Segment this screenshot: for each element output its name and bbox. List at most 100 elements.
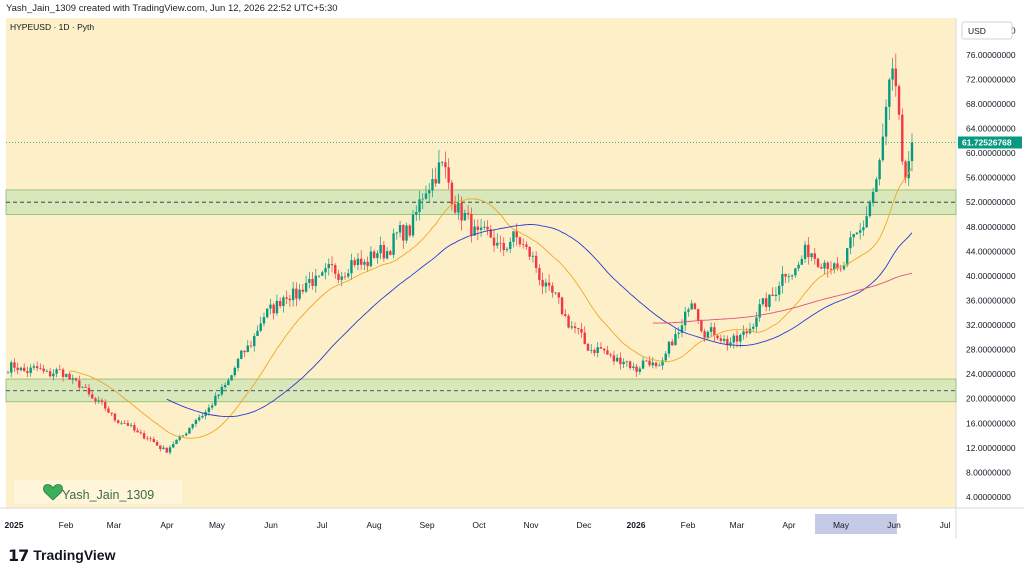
candle [460, 196, 463, 231]
candle-body [609, 354, 612, 356]
candle [113, 412, 117, 423]
price-chart[interactable]: 80.0000000076.0000000072.0000000068.0000… [0, 18, 1024, 538]
candle [502, 237, 505, 256]
candle [181, 435, 185, 438]
candle [321, 270, 324, 276]
candle [405, 222, 408, 244]
candle [42, 364, 45, 374]
candle [875, 176, 878, 193]
x-tick-label: Mar [107, 520, 122, 530]
candle [165, 447, 168, 454]
candle [787, 273, 791, 283]
candle-body [314, 275, 318, 286]
candle [162, 445, 165, 450]
candle-body [470, 214, 473, 236]
candle [314, 268, 318, 293]
x-tick-label: May [209, 520, 226, 530]
candle [58, 364, 62, 371]
candle [625, 360, 629, 367]
candle [457, 193, 460, 220]
candle-body [849, 237, 852, 249]
candle [816, 257, 820, 269]
support-resistance-zones [5, 189, 957, 403]
candle-body [719, 338, 723, 341]
candle [833, 261, 836, 274]
candle [901, 108, 904, 165]
candle [781, 266, 784, 294]
candle [61, 367, 65, 382]
candle [382, 241, 386, 262]
candle [39, 363, 42, 370]
candle-body [304, 282, 308, 292]
candle-body [476, 226, 480, 230]
candle-body [570, 326, 573, 328]
candle [389, 249, 392, 256]
candle [142, 430, 146, 440]
candle [197, 414, 201, 422]
candle [35, 361, 39, 372]
candle [790, 274, 794, 280]
candle [78, 375, 81, 391]
candle [709, 322, 713, 337]
candle [696, 308, 700, 324]
candle-body [722, 338, 726, 341]
candle [813, 247, 816, 265]
candle-body [321, 272, 324, 276]
footer-brand: 17 TradingView [8, 545, 115, 565]
candle [168, 444, 172, 455]
candle [586, 342, 590, 351]
candle-body [774, 294, 778, 296]
candle [376, 250, 379, 264]
candle [683, 306, 687, 332]
candle-body [671, 341, 674, 346]
candle-body [816, 258, 820, 268]
candle [81, 386, 84, 388]
candle-body [596, 347, 599, 354]
y-tick-label: 24.00000000 [966, 369, 1016, 379]
candle-body [635, 366, 638, 372]
candle-body [126, 423, 130, 426]
candle-body [185, 433, 188, 436]
candle-body [275, 300, 279, 314]
candle [716, 334, 719, 340]
candle-body [784, 273, 787, 277]
candle [13, 358, 16, 372]
candle [230, 374, 233, 381]
candle [794, 267, 797, 278]
x-tick-label: Jul [940, 520, 951, 530]
candle [139, 429, 143, 435]
candle-body [266, 308, 269, 318]
candle [285, 290, 288, 305]
candle [337, 269, 340, 284]
candle [606, 345, 609, 355]
candle [437, 149, 441, 184]
candle-body [311, 278, 314, 286]
currency-button[interactable] [961, 21, 1013, 40]
candle-body [405, 225, 408, 241]
candle-body [839, 268, 842, 270]
y-tick-label: 28.00000000 [966, 345, 1016, 355]
candle-body [395, 232, 399, 234]
candle-body [858, 230, 862, 233]
candle-body [547, 282, 551, 286]
candle [52, 369, 55, 381]
candle-body [172, 444, 175, 448]
candle-body [191, 424, 194, 428]
candle-body [71, 378, 75, 380]
y-tick-label: 52.00000000 [966, 197, 1016, 207]
candle [188, 427, 191, 434]
chart-area[interactable]: 80.0000000076.0000000072.0000000068.0000… [0, 18, 1024, 538]
candle [395, 231, 399, 240]
candle-body [366, 261, 369, 267]
candle [317, 275, 321, 278]
candle [505, 247, 509, 253]
candle [253, 333, 256, 352]
x-tick-label: 2025 [5, 520, 24, 530]
candle-body [188, 427, 191, 434]
candle-body [253, 336, 256, 347]
candle-body [509, 241, 512, 249]
candle-body [123, 422, 126, 424]
candle-body [901, 114, 904, 162]
candle [55, 367, 58, 378]
candle-body [197, 417, 201, 421]
